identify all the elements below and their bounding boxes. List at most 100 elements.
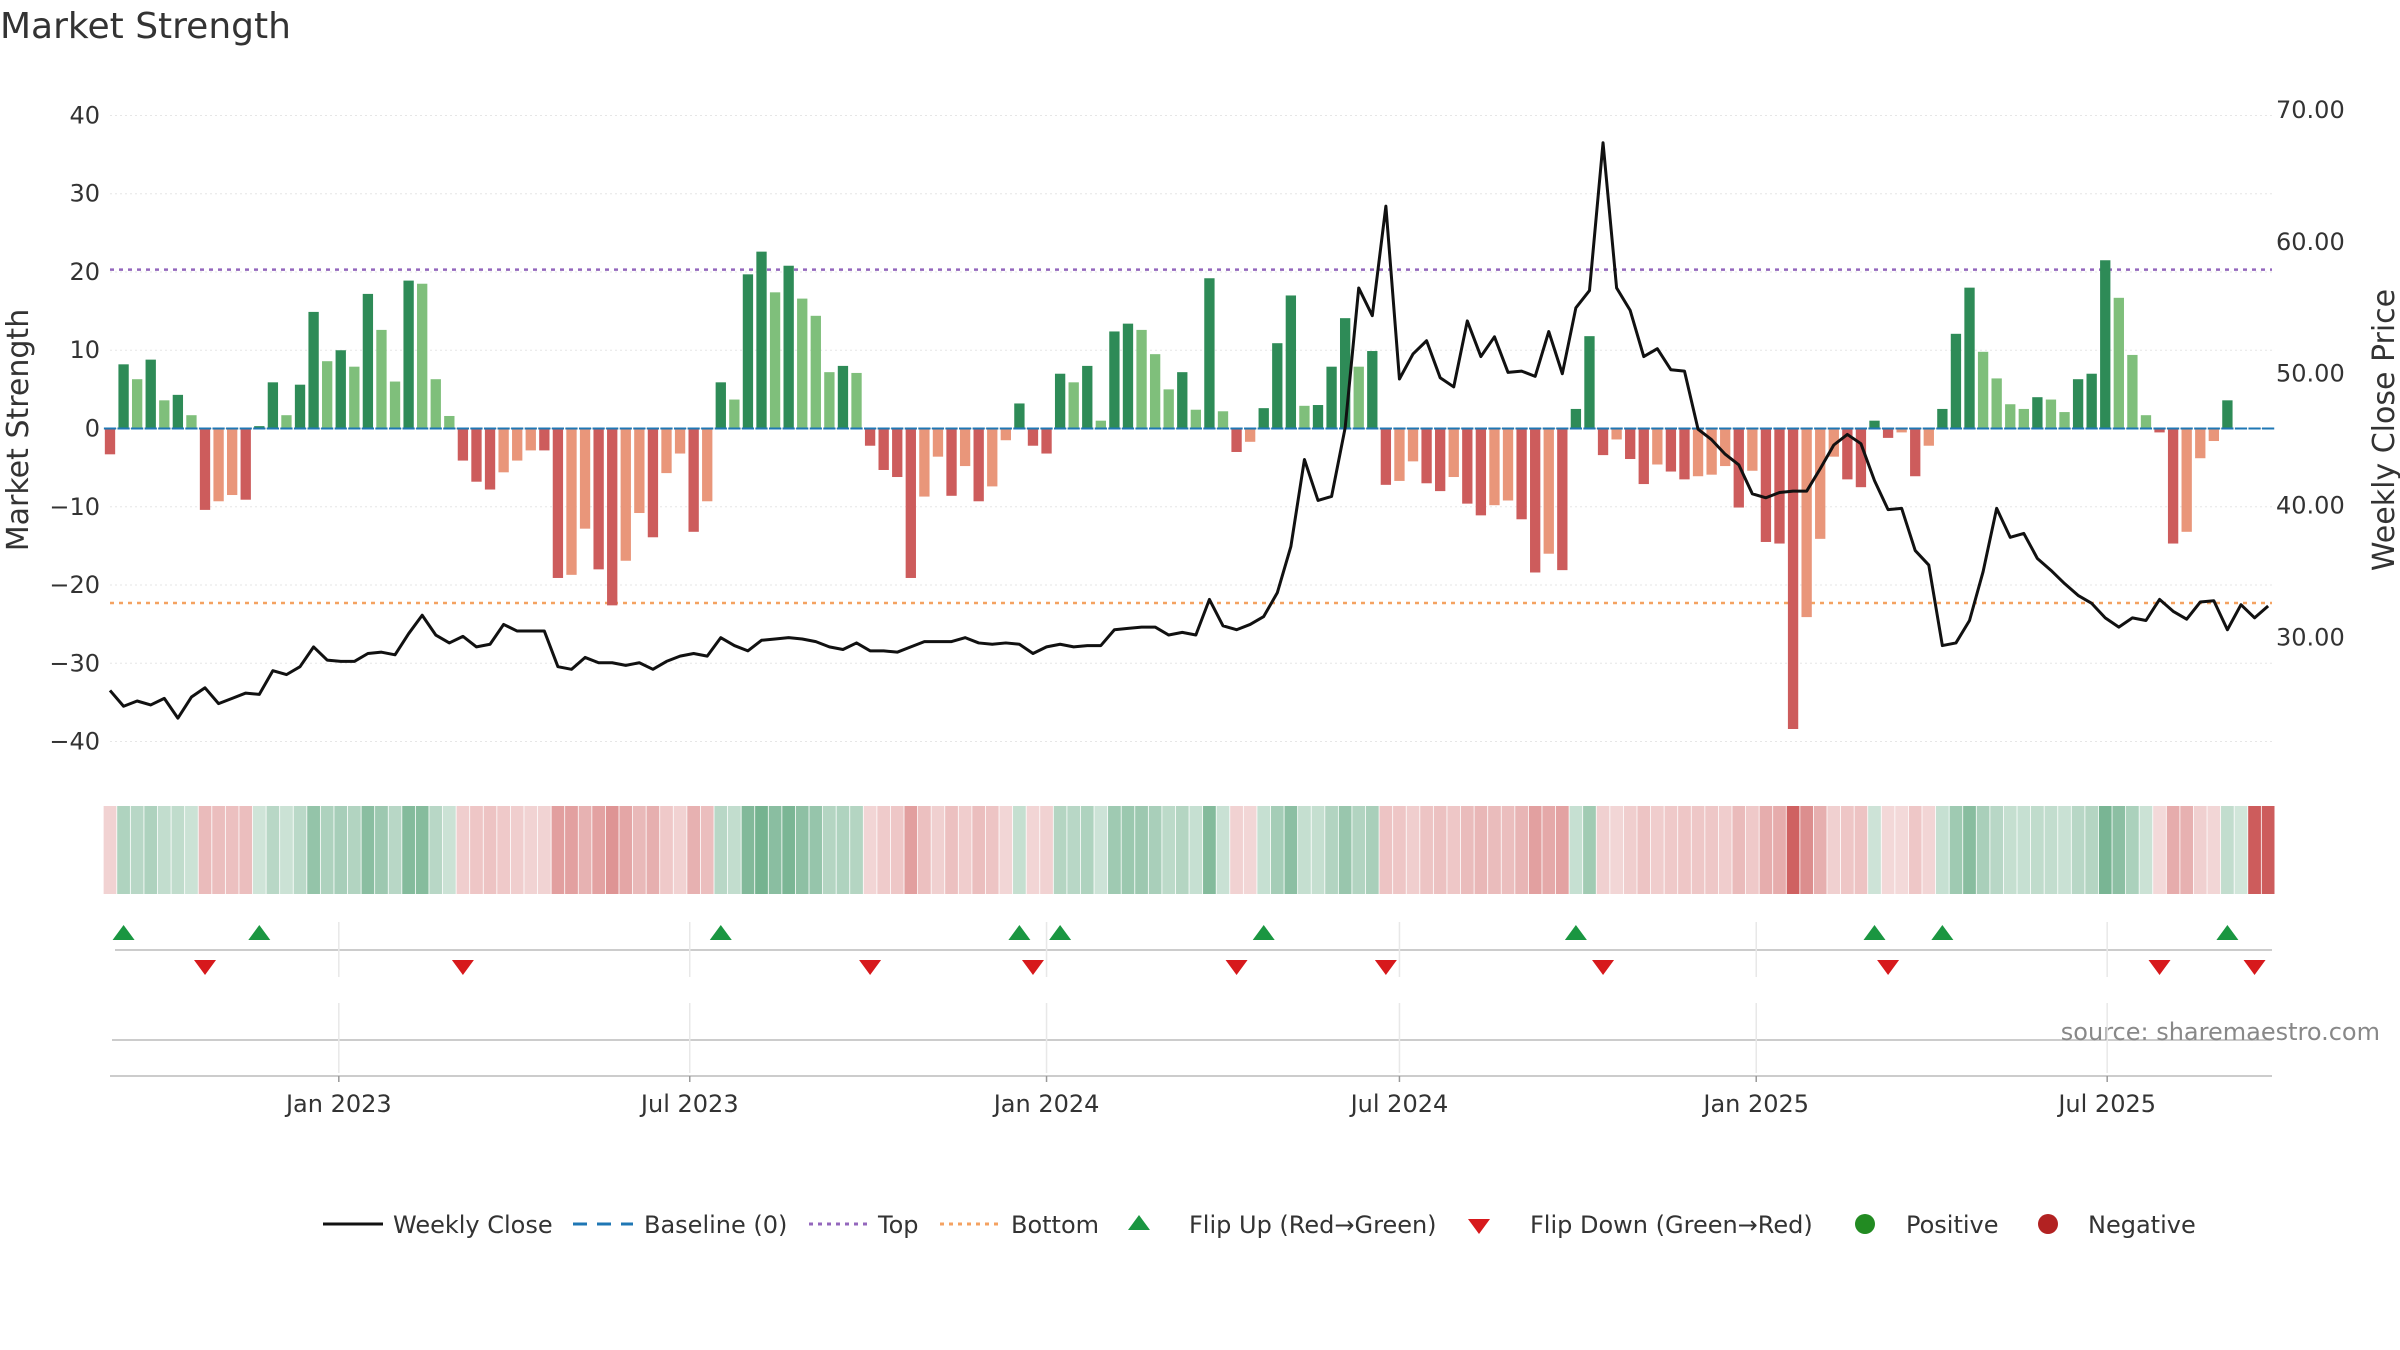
strength-bar xyxy=(1217,411,1229,429)
strength-bar xyxy=(824,372,835,429)
heat-cell xyxy=(171,806,185,894)
heat-cell xyxy=(863,806,877,894)
heat-cell xyxy=(2207,806,2221,894)
y2-axis-label: Weekly Close Price xyxy=(2367,289,2400,571)
heat-cell xyxy=(999,806,1013,894)
heat-cell xyxy=(1596,806,1610,894)
heat-cell xyxy=(565,806,578,894)
flip-down-marker xyxy=(451,960,474,975)
strength-bar xyxy=(2195,428,2206,459)
strength-bar xyxy=(1842,428,1853,480)
heat-cell xyxy=(727,806,741,894)
heat-cell xyxy=(1447,806,1461,894)
strength-bar xyxy=(1801,428,1812,618)
strength-bar xyxy=(593,428,604,570)
strength-bar xyxy=(2059,412,2070,429)
heat-cell xyxy=(795,806,809,894)
heat-cell xyxy=(755,806,768,894)
heat-cell xyxy=(2261,806,2275,894)
strength-bar xyxy=(987,428,998,487)
heat-cell xyxy=(537,806,551,894)
strength-bar xyxy=(959,428,971,467)
heat-cell xyxy=(2180,806,2194,894)
legend-flip-up-icon xyxy=(1128,1215,1150,1230)
strength-bar xyxy=(1747,428,1758,471)
strength-bar xyxy=(227,428,238,496)
heat-cell xyxy=(1365,806,1379,894)
strength-bar xyxy=(498,428,509,473)
strength-bar xyxy=(620,428,631,561)
strength-bar xyxy=(566,428,577,575)
heat-cell xyxy=(1216,806,1230,894)
strength-bar xyxy=(2140,415,2152,429)
y2-tick-label: 60.00 xyxy=(2276,228,2345,256)
strength-bar xyxy=(932,428,944,457)
heat-cell xyxy=(1840,806,1854,894)
heat-cell xyxy=(972,806,986,894)
heat-cell xyxy=(2017,806,2031,894)
y-tick-label: 30 xyxy=(69,180,100,208)
heat-cell xyxy=(2044,806,2058,894)
strength-bar xyxy=(172,394,184,429)
heat-cell xyxy=(144,806,158,894)
heat-cell xyxy=(660,806,673,894)
strength-bar xyxy=(2222,400,2233,429)
heat-cell xyxy=(890,806,904,894)
y-tick-label: 10 xyxy=(69,336,100,364)
heat-cell xyxy=(239,806,253,894)
strength-bar xyxy=(837,365,849,429)
heat-cell xyxy=(1678,806,1691,894)
strength-bar xyxy=(1720,428,1731,467)
heat-cell xyxy=(1583,806,1596,894)
strength-bar xyxy=(1244,428,1256,442)
strength-bar xyxy=(362,293,374,429)
heat-cell xyxy=(307,806,320,894)
legend-label-flip-down: Flip Down (Green→Red) xyxy=(1530,1211,1813,1239)
heat-cell xyxy=(1121,806,1135,894)
heat-cell xyxy=(2058,806,2071,894)
flip-down-marker xyxy=(1374,960,1397,975)
flip-up-marker xyxy=(1252,925,1275,940)
strength-bar xyxy=(2018,408,2029,429)
heat-cell xyxy=(1379,806,1393,894)
strength-bar xyxy=(1177,372,1188,429)
heat-cell xyxy=(524,806,538,894)
heat-cell xyxy=(592,806,606,894)
strength-bar xyxy=(1665,428,1677,472)
heat-cell xyxy=(2248,806,2261,894)
y-tick-label: −30 xyxy=(49,649,100,677)
heat-cell xyxy=(1284,806,1298,894)
strength-bar xyxy=(159,400,170,429)
heat-cell xyxy=(1460,806,1474,894)
heat-cell xyxy=(212,806,225,894)
strength-bar xyxy=(1706,428,1717,475)
legend-flip-down-icon xyxy=(1468,1219,1490,1234)
strength-bar xyxy=(729,399,740,429)
strength-bar xyxy=(2181,428,2192,532)
y-tick-label: −40 xyxy=(49,728,100,756)
heat-cell xyxy=(130,806,144,894)
heat-cell xyxy=(2193,806,2207,894)
strength-bar xyxy=(1000,428,1011,441)
heat-cell xyxy=(931,806,945,894)
heat-cell xyxy=(347,806,361,894)
heat-cell xyxy=(157,806,171,894)
heat-cell xyxy=(1433,806,1447,894)
strength-bar xyxy=(2005,404,2016,429)
heat-cell xyxy=(320,806,334,894)
heat-cell xyxy=(1773,806,1786,894)
strength-bar xyxy=(1692,428,1704,477)
flip-down-marker xyxy=(1021,960,1044,975)
strength-bar xyxy=(1462,428,1473,504)
strength-bar xyxy=(1299,405,1310,429)
heat-cell xyxy=(1094,806,1108,894)
heat-cell xyxy=(985,806,999,894)
strength-bar xyxy=(1828,428,1839,457)
strength-bar xyxy=(1326,366,1337,429)
legend-item-baseline: Baseline (0) xyxy=(573,1211,787,1239)
y-tick-label: −20 xyxy=(49,571,100,599)
y2-tick-label: 50.00 xyxy=(2276,360,2345,388)
heat-cell xyxy=(918,806,931,894)
strength-bar xyxy=(213,428,224,502)
